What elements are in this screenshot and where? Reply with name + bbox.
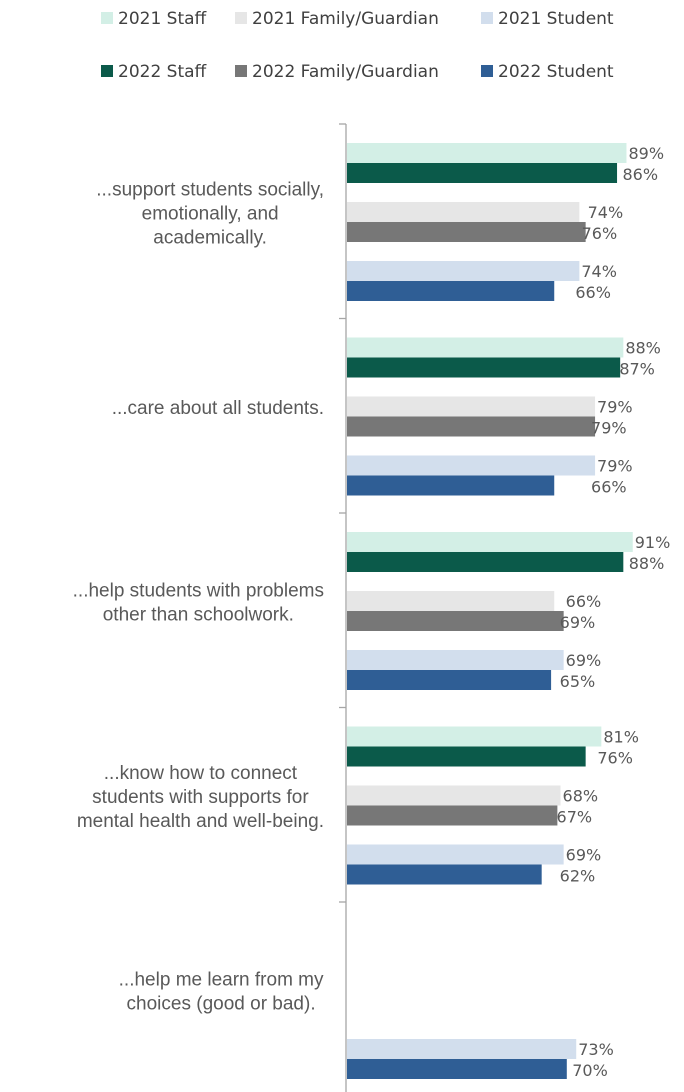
- category-label-line: mental health and well-being.: [77, 811, 324, 832]
- value-label: 73%: [578, 1040, 614, 1059]
- value-labels: 89% 86% 74% 76% 74% 66% 88% 87% 79% 79% 79% 66% 91% 8…: [557, 144, 671, 1080]
- bars: [347, 143, 633, 1079]
- legend-label: 2021 Family/Guardian: [252, 9, 439, 29]
- value-label: 67%: [557, 808, 593, 827]
- value-label: 65%: [560, 672, 596, 691]
- bar: [347, 222, 586, 242]
- legend-swatch: [235, 65, 247, 77]
- legend-item: 2022 Student: [481, 62, 614, 82]
- category-label-line: choices (good or bad).: [127, 993, 316, 1014]
- bar: [347, 650, 564, 670]
- bar: [347, 785, 561, 806]
- bar: [347, 1039, 577, 1059]
- bar: [347, 396, 596, 417]
- legend-swatch: [481, 65, 493, 77]
- bar: [347, 281, 555, 301]
- value-label: 74%: [581, 262, 617, 281]
- category-label-line: ...help students with problems: [73, 580, 324, 601]
- bar: [347, 532, 633, 552]
- category-label-line: other than schoolwork.: [103, 604, 294, 625]
- legend-swatch: [101, 12, 113, 24]
- category-label: ...support students socially, emotionally…: [96, 179, 324, 248]
- value-label: 66%: [566, 592, 602, 611]
- bar: [347, 163, 618, 183]
- bar: [347, 670, 552, 690]
- value-label: 86%: [622, 165, 658, 184]
- legend-label: 2022 Family/Guardian: [252, 62, 439, 82]
- legend-item: 2021 Student: [481, 9, 614, 29]
- legend-label: 2021 Student: [498, 9, 614, 29]
- value-label: 88%: [629, 554, 665, 573]
- category-label-line: ...care about all students.: [112, 398, 324, 419]
- bar: [347, 591, 555, 611]
- bar: [347, 357, 621, 378]
- value-label: 76%: [597, 749, 633, 768]
- legend-item: 2021 Staff: [101, 9, 208, 29]
- value-label: 70%: [572, 1061, 608, 1080]
- category-label-line: ...help me learn from my: [119, 969, 324, 990]
- value-label: 88%: [625, 339, 661, 358]
- bar: [347, 864, 542, 885]
- value-label: 69%: [566, 846, 602, 865]
- legend-label: 2022 Staff: [118, 62, 208, 82]
- category-label-line: academically.: [153, 227, 267, 248]
- value-label: 62%: [560, 867, 596, 886]
- bar: [347, 475, 555, 496]
- bar: [347, 844, 564, 865]
- legend-swatch: [101, 65, 113, 77]
- bar: [347, 416, 596, 437]
- bar: [347, 337, 624, 358]
- value-label: 66%: [591, 478, 627, 497]
- value-label: 87%: [619, 360, 655, 379]
- bar: [347, 1059, 567, 1079]
- legend-label: 2021 Staff: [118, 9, 208, 29]
- value-label: 66%: [575, 283, 611, 302]
- bar: [347, 611, 564, 631]
- category-label: ...help students with problems other than…: [73, 580, 324, 625]
- bar: [347, 746, 586, 767]
- value-label: 91%: [635, 533, 671, 552]
- legend-swatch: [481, 12, 493, 24]
- value-label: 69%: [560, 613, 596, 632]
- bar: [347, 552, 624, 572]
- value-label: 79%: [597, 398, 633, 417]
- value-label: 81%: [603, 728, 639, 747]
- legend-item: 2022 Staff: [101, 62, 208, 82]
- category-label-line: emotionally, and: [142, 203, 279, 224]
- category-label-line: ...know how to connect: [104, 763, 298, 784]
- legend-item: 2022 Family/Guardian: [235, 62, 439, 82]
- category-label: ...know how to connect students with supp…: [77, 763, 324, 832]
- bar: [347, 726, 602, 747]
- value-label: 68%: [563, 787, 599, 806]
- legend-swatch: [235, 12, 247, 24]
- value-label: 89%: [628, 144, 664, 163]
- bar: [347, 805, 558, 826]
- value-label: 69%: [566, 651, 602, 670]
- bar: [347, 143, 627, 163]
- legend-label: 2022 Student: [498, 62, 614, 82]
- category-labels: ...support students socially, emotionally…: [73, 179, 324, 1014]
- category-axis: [339, 123, 347, 1092]
- category-label-line: ...support students socially,: [96, 179, 324, 200]
- category-label: ...care about all students.: [112, 398, 324, 419]
- category-label: ...help me learn from my choices (good or…: [119, 969, 324, 1014]
- value-label: 79%: [597, 457, 633, 476]
- value-label: 79%: [591, 419, 627, 438]
- bar: [347, 455, 596, 476]
- legend: 2021 Staff 2021 Family/Guardian 2021 Stude…: [101, 9, 614, 82]
- bar: [347, 261, 580, 281]
- value-label: 76%: [582, 224, 618, 243]
- legend-item: 2021 Family/Guardian: [235, 9, 439, 29]
- category-label-line: students with supports for: [92, 787, 309, 808]
- value-label: 74%: [588, 203, 624, 222]
- bar: [347, 202, 580, 222]
